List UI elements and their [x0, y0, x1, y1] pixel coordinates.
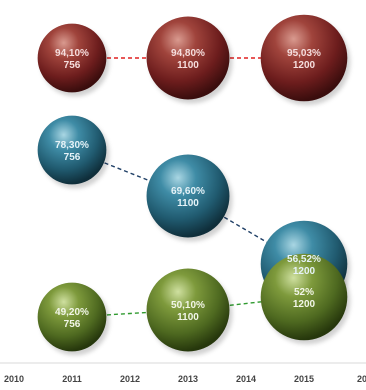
green-series-trend-line-1 — [71, 309, 189, 318]
blue-series-pct-label-2013: 69,60% — [171, 186, 205, 197]
blue-series-size-label-2011: 756 — [64, 152, 81, 163]
bubble-labels: 94,10%75694,80%110095,03%120078,30%75669… — [55, 48, 321, 330]
red-series-size-label-2015: 1200 — [293, 60, 316, 71]
green-series-pct-label-2015: 52% — [294, 287, 314, 298]
blue-series-bubble-2013 — [146, 154, 230, 238]
blue-series-pct-label-2011: 78,30% — [55, 140, 89, 151]
x-tick-label-20: 20 — [357, 374, 366, 384]
x-tick-label-2010: 2010 — [4, 374, 24, 384]
x-tick-label-2014: 2014 — [236, 374, 256, 384]
green-series-pct-label-2011: 49,20% — [55, 307, 89, 318]
blue-series-size-label-2013: 1100 — [177, 198, 199, 209]
x-axis: 2010 2011 2012 2013 2014 2015 20 — [0, 362, 366, 384]
blue-series-size-label-2015: 1200 — [293, 266, 316, 277]
red-series-bubble-2013 — [146, 16, 230, 100]
x-tick-label-2013: 2013 — [178, 374, 198, 384]
blue-series-bubble-2011 — [37, 115, 107, 185]
green-series-bubble-2015 — [260, 253, 348, 341]
green-series-trend-line-2 — [187, 296, 305, 311]
red-series-pct-label-2011: 94,10% — [55, 48, 89, 59]
x-tick-label-2011: 2011 — [62, 374, 82, 384]
red-series-pct-label-2013: 94,80% — [171, 48, 205, 59]
red-series-pct-label-2015: 95,03% — [287, 48, 321, 59]
green-series-size-label-2015: 1200 — [293, 299, 316, 310]
bubbles — [37, 14, 348, 352]
x-tick-label-2015: 2015 — [294, 374, 314, 384]
blue-series-pct-label-2015: 56,52% — [287, 254, 321, 265]
green-series-pct-label-2013: 50,10% — [171, 300, 205, 311]
red-series-size-label-2011: 756 — [64, 60, 81, 71]
green-series-size-label-2011: 756 — [64, 319, 81, 330]
green-series-bubble-2013 — [146, 268, 230, 352]
x-tick-label-2012: 2012 — [120, 374, 140, 384]
green-series-bubble-2011 — [37, 282, 107, 352]
red-series-bubble-2015 — [260, 14, 348, 102]
red-series-size-label-2013: 1100 — [177, 60, 199, 71]
green-series-size-label-2013: 1100 — [177, 312, 199, 323]
red-series-bubble-2011 — [37, 23, 107, 93]
